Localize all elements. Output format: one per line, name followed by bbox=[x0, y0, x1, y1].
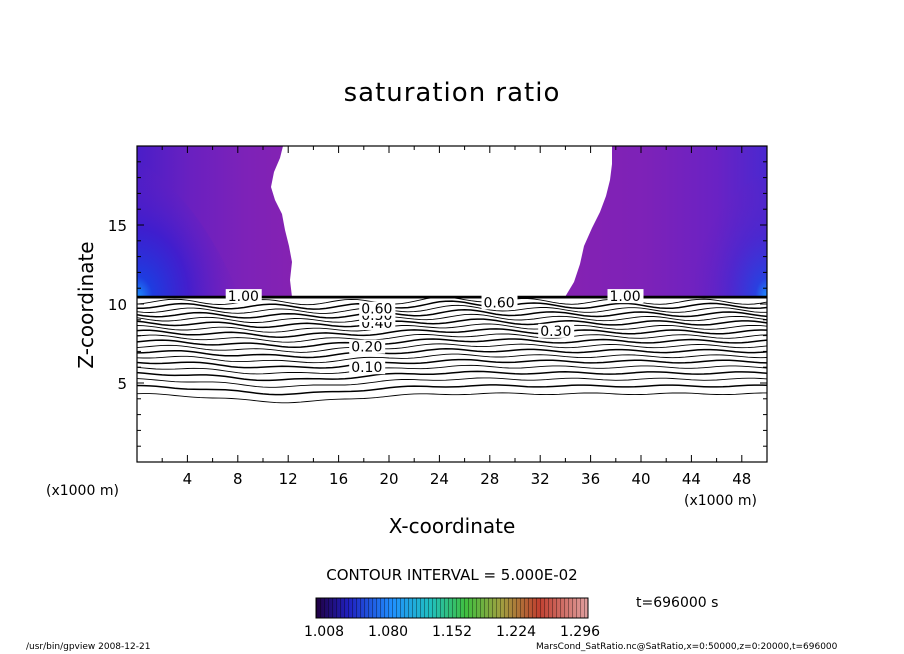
x-tick-label: 16 bbox=[329, 470, 348, 488]
contour-line bbox=[136, 323, 768, 333]
contour-line bbox=[136, 313, 768, 323]
contour-line bbox=[136, 358, 768, 369]
y-tick-label: 5 bbox=[117, 375, 127, 393]
contour-line bbox=[136, 328, 768, 338]
colorbar-tick-label: 1.152 bbox=[431, 624, 473, 640]
contour-line bbox=[136, 304, 767, 314]
x-tick-label: 40 bbox=[631, 470, 650, 488]
contour-interval-label: CONTOUR INTERVAL = 5.000E-02 bbox=[326, 566, 578, 584]
chart-title: saturation ratio bbox=[343, 78, 561, 108]
footer-left: /usr/bin/gpview 2008-12-21 bbox=[26, 642, 151, 652]
contour-label: 0.60 bbox=[361, 302, 392, 318]
y-tick-label: 15 bbox=[108, 217, 127, 235]
colorbar-tick-label: 1.296 bbox=[559, 624, 601, 640]
contour-line bbox=[136, 384, 768, 396]
contour-label: 0.10 bbox=[351, 360, 382, 376]
x-tick-label: 12 bbox=[279, 470, 298, 488]
colorbar-tick-label: 1.080 bbox=[367, 624, 409, 640]
contour-label: 0.30 bbox=[540, 324, 571, 340]
contour-line bbox=[136, 333, 768, 343]
contour-label: 1.00 bbox=[610, 289, 641, 305]
x-tick-label: 24 bbox=[430, 470, 449, 488]
contour-line bbox=[136, 370, 768, 382]
y-tick-label: 10 bbox=[108, 296, 127, 314]
x-tick-label: 20 bbox=[379, 470, 398, 488]
x-axis-label: X-coordinate bbox=[388, 514, 516, 538]
contour-line bbox=[136, 308, 768, 319]
x-unit-label-left: (x1000 m) bbox=[46, 483, 119, 499]
contour-line bbox=[136, 318, 768, 329]
contour-line bbox=[136, 377, 768, 388]
x-tick-label: 44 bbox=[682, 470, 701, 488]
contour-label: 0.20 bbox=[351, 340, 382, 356]
x-unit-label-right: (x1000 m) bbox=[684, 493, 757, 509]
colorbar-tick-label: 1.008 bbox=[303, 624, 345, 640]
contour-line bbox=[136, 353, 768, 364]
contour-line bbox=[136, 348, 768, 359]
x-tick-label: 8 bbox=[233, 470, 243, 488]
x-tick-label: 36 bbox=[581, 470, 600, 488]
left-blue-core bbox=[137, 160, 240, 297]
contour-line bbox=[136, 392, 768, 404]
contour-line bbox=[136, 338, 768, 349]
x-tick-label: 32 bbox=[531, 470, 550, 488]
contour-label: 1.00 bbox=[228, 289, 259, 305]
footer-right: MarsCond_SatRatio.nc@SatRatio,x=0:50000,… bbox=[536, 642, 838, 652]
right-blue-core bbox=[690, 170, 767, 297]
time-label: t=696000 s bbox=[636, 595, 719, 611]
contour-line bbox=[136, 343, 768, 353]
x-tick-label: 28 bbox=[480, 470, 499, 488]
contour-line bbox=[136, 364, 768, 375]
colorbar-tick-labels: 1.008 1.080 1.152 1.224 1.296 bbox=[300, 624, 600, 640]
contour-label: 0.60 bbox=[484, 295, 515, 311]
x-tick-label: 48 bbox=[732, 470, 751, 488]
contour-line bbox=[137, 300, 768, 310]
colorbar-tick-label: 1.224 bbox=[495, 624, 537, 640]
x-tick-label: 4 bbox=[183, 470, 193, 488]
